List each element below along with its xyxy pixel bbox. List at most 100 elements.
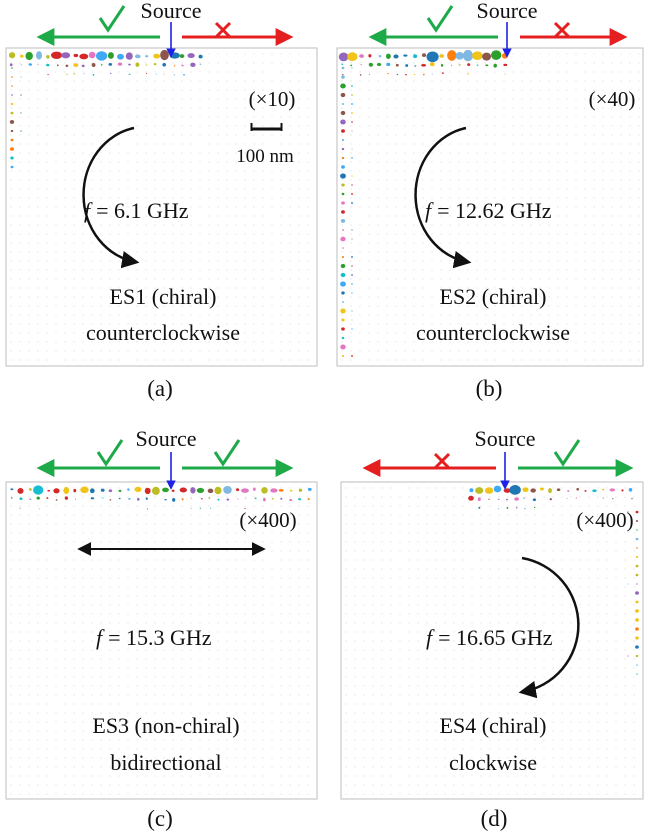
panel-c-label-line1: ES3 (non-chiral) <box>92 713 239 738</box>
grid-dot <box>507 640 509 642</box>
grid-dot <box>615 595 617 597</box>
grid-dot <box>494 215 496 217</box>
grid-dot <box>244 161 246 163</box>
grid-dot <box>471 613 473 615</box>
grid-dot <box>453 577 455 579</box>
field-dot <box>108 489 113 493</box>
grid-dot <box>485 134 487 136</box>
grid-dot <box>525 649 527 651</box>
grid-dot <box>307 532 309 534</box>
grid-dot <box>359 242 361 244</box>
grid-dot <box>507 523 509 525</box>
grid-dot <box>280 667 282 669</box>
grid-dot <box>557 179 559 181</box>
grid-dot <box>217 359 219 361</box>
grid-dot <box>539 161 541 163</box>
grid-dot <box>64 712 66 714</box>
grid-dot <box>390 541 392 543</box>
grid-dot <box>217 703 219 705</box>
grid-dot <box>118 260 120 262</box>
grid-dot <box>408 496 410 498</box>
grid-dot <box>413 233 415 235</box>
grid-dot <box>485 260 487 262</box>
grid-dot <box>377 278 379 280</box>
grid-dot <box>19 748 21 750</box>
grid-dot <box>521 89 523 91</box>
grid-dot <box>345 550 347 552</box>
grid-dot <box>181 496 183 498</box>
grid-dot <box>422 269 424 271</box>
grid-dot <box>350 224 352 226</box>
grid-dot <box>253 224 255 226</box>
grid-dot <box>46 116 48 118</box>
field-dot <box>36 496 40 500</box>
grid-dot <box>199 658 201 660</box>
grid-dot <box>561 631 563 633</box>
grid-dot <box>289 332 291 334</box>
grid-dot <box>271 278 273 280</box>
field-dot <box>341 291 345 295</box>
grid-dot <box>485 269 487 271</box>
grid-dot <box>354 685 356 687</box>
grid-dot <box>476 89 478 91</box>
grid-dot <box>552 505 554 507</box>
grid-dot <box>280 658 282 660</box>
grid-dot <box>620 188 622 190</box>
grid-dot <box>262 721 264 723</box>
grid-dot <box>588 694 590 696</box>
grid-dot <box>399 496 401 498</box>
grid-dot <box>449 80 451 82</box>
grid-dot <box>82 748 84 750</box>
grid-dot <box>82 143 84 145</box>
grid-dot <box>199 577 201 579</box>
grid-dot <box>145 170 147 172</box>
grid-dot <box>503 242 505 244</box>
grid-dot <box>145 62 147 64</box>
grid-dot <box>145 685 147 687</box>
field-dot <box>153 63 157 66</box>
grid-dot <box>217 161 219 163</box>
grid-dot <box>118 613 120 615</box>
grid-dot <box>163 514 165 516</box>
grid-dot <box>217 116 219 118</box>
grid-dot <box>638 287 640 289</box>
grid-dot <box>37 350 39 352</box>
grid-dot <box>136 739 138 741</box>
grid-dot <box>476 314 478 316</box>
grid-dot <box>390 640 392 642</box>
grid-dot <box>552 532 554 534</box>
grid-dot <box>208 134 210 136</box>
grid-dot <box>19 793 21 795</box>
grid-dot <box>253 514 255 516</box>
grid-dot <box>208 359 210 361</box>
grid-dot <box>597 586 599 588</box>
grid-dot <box>561 748 563 750</box>
grid-dot <box>208 667 210 669</box>
grid-dot <box>444 613 446 615</box>
grid-dot <box>37 332 39 334</box>
grid-dot <box>552 730 554 732</box>
grid-dot <box>435 712 437 714</box>
grid-dot <box>280 577 282 579</box>
grid-dot <box>575 287 577 289</box>
grid-dot <box>100 305 102 307</box>
grid-dot <box>289 125 291 127</box>
field-dot <box>341 66 345 70</box>
grid-dot <box>19 559 21 561</box>
grid-dot <box>413 188 415 190</box>
grid-dot <box>525 658 527 660</box>
grid-dot <box>10 613 12 615</box>
grid-dot <box>579 658 581 660</box>
grid-dot <box>363 784 365 786</box>
grid-dot <box>372 784 374 786</box>
panel-a-dot-grid <box>10 53 309 361</box>
grid-dot <box>145 269 147 271</box>
grid-dot <box>289 496 291 498</box>
grid-dot <box>363 658 365 660</box>
grid-dot <box>368 314 370 316</box>
grid-dot <box>377 296 379 298</box>
grid-dot <box>399 505 401 507</box>
grid-dot <box>489 640 491 642</box>
grid-dot <box>307 514 309 516</box>
grid-dot <box>588 532 590 534</box>
